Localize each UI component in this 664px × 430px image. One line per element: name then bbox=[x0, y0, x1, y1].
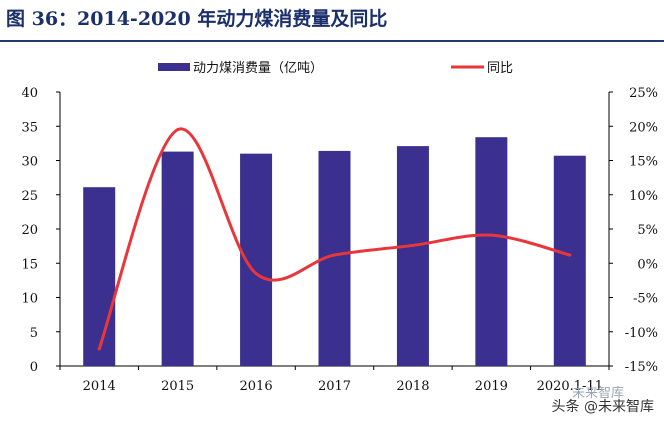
legend-bar-label: 动力煤消费量（亿吨） bbox=[193, 61, 323, 76]
y-right-tick-label: 15% bbox=[629, 155, 658, 170]
yoy-point-2019 bbox=[489, 233, 493, 237]
tick-labels: 0 5 10 15 20 25 30 35 40 -15% -10% -5% 0% 5% 10% 15% 20%… bbox=[21, 86, 658, 394]
x-tick-label: 2016 bbox=[240, 379, 273, 394]
chart-title: 图 36：2014-2020 年动力煤消费量及同比 bbox=[6, 8, 388, 30]
yoy-point-2018 bbox=[411, 243, 415, 247]
y-right-tick-label: -5% bbox=[633, 292, 658, 307]
x-tick-label: 2014 bbox=[83, 379, 116, 394]
bar-2015 bbox=[161, 151, 194, 366]
y-left-tick-label: 30 bbox=[21, 155, 38, 170]
bar-2014 bbox=[83, 187, 116, 366]
y-left-tick-label: 35 bbox=[21, 120, 38, 135]
legend: 动力煤消费量（亿吨） 同比 bbox=[158, 61, 513, 76]
bar-series bbox=[83, 137, 586, 366]
x-tick-label: 2018 bbox=[396, 379, 429, 394]
yoy-point-2017 bbox=[333, 253, 336, 257]
y-left-tick-label: 25 bbox=[21, 189, 38, 204]
y-left-tick-label: 10 bbox=[21, 292, 38, 307]
watermark-text: 头条 @未来智库 bbox=[551, 399, 654, 415]
x-tick-label: 2017 bbox=[318, 379, 351, 394]
y-right-tick-label: 10% bbox=[629, 189, 658, 204]
y-right-tick-label: -15% bbox=[625, 360, 658, 375]
y-left-tick-label: 0 bbox=[30, 360, 38, 375]
yoy-point-2020.1-11 bbox=[568, 253, 572, 257]
yoy-point-2015 bbox=[176, 128, 180, 132]
y-right-tick-label: -10% bbox=[625, 326, 658, 341]
title-divider bbox=[0, 40, 664, 42]
yoy-point-2014 bbox=[97, 347, 101, 351]
bar-2019 bbox=[475, 137, 508, 366]
x-tick-label: 2020.1-11 bbox=[537, 379, 603, 394]
y-right-tick-label: 20% bbox=[629, 120, 658, 135]
y-right-tick-label: 5% bbox=[637, 223, 658, 238]
watermark-brand: 未来智库 bbox=[571, 386, 624, 401]
legend-bar-swatch bbox=[158, 63, 190, 71]
legend-line-label: 同比 bbox=[487, 61, 513, 76]
line-series bbox=[97, 127, 572, 351]
y-left-tick-label: 40 bbox=[21, 86, 38, 101]
y-left-tick-label: 20 bbox=[21, 223, 38, 238]
yoy-line bbox=[97, 127, 572, 351]
x-tick-label: 2019 bbox=[475, 379, 508, 394]
y-left-tick-label: 15 bbox=[21, 257, 38, 272]
y-right-tick-label: 0% bbox=[637, 257, 658, 272]
watermark: 未来智库 头条 @未来智库 bbox=[551, 386, 654, 416]
x-tick-label: 2015 bbox=[161, 379, 194, 394]
yoy-point-2016 bbox=[254, 272, 258, 276]
y-right-tick-label: 25% bbox=[629, 86, 658, 101]
bar-2018 bbox=[396, 146, 429, 366]
y-left-tick-label: 5 bbox=[30, 326, 38, 341]
bar-2020.1-11 bbox=[553, 155, 586, 366]
